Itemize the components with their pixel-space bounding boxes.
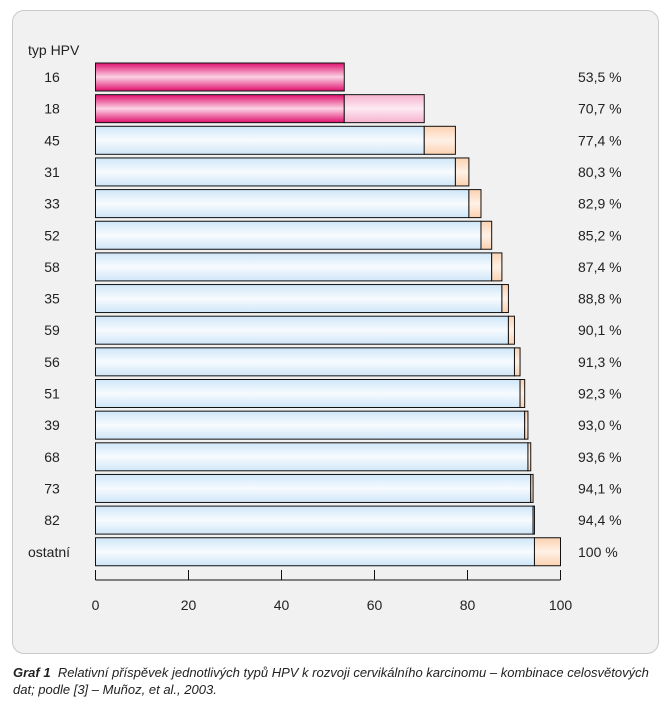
category-label: 18 [44,101,60,117]
x-tick-label: 0 [92,597,100,613]
bar-base-segment [95,347,515,377]
bar-base-segment [95,125,425,155]
category-label: 39 [44,417,60,433]
value-label: 90,1 % [578,322,622,338]
bar-base-segment [95,505,534,535]
value-label: 94,4 % [578,512,622,528]
bar-base-segment [95,157,456,187]
bar-base-segment [95,284,503,314]
bar-increment-segment [501,284,509,314]
bar-increment-segment [532,505,535,535]
category-label: 51 [44,386,60,402]
value-label: 91,3 % [578,354,622,370]
value-label: 93,0 % [578,417,622,433]
x-tick-label: 80 [460,597,476,613]
bar-base-segment [95,94,345,124]
bar-increment-segment [423,125,456,155]
bar-base-segment [95,62,345,92]
bar-base-segment [95,410,526,440]
category-header: typ HPV [28,42,80,58]
bar-increment-segment [524,410,529,440]
bar-base-segment [95,315,509,345]
bar-increment-segment [507,315,515,345]
value-label: 53,5 % [578,69,622,85]
category-label: 82 [44,512,60,528]
category-label: 56 [44,354,60,370]
bar-increment-segment [343,94,425,124]
bar-increment-segment [533,537,562,567]
x-axis: 0 20 40 60 80 100 [92,570,573,613]
value-label: 70,7 % [578,101,622,117]
x-tick-label: 40 [274,597,290,613]
bar-increment-segment [491,252,503,282]
category-label: 59 [44,322,60,338]
category-label: 58 [44,259,60,275]
bars-group: 16 53,5 % 18 70,7 % 45 77,4 % 31 80,3 % 33 82,9 %… [28,62,622,567]
category-label: 52 [44,227,60,243]
category-label: 35 [44,291,60,307]
x-tick-label: 100 [549,597,573,613]
value-label: 100 % [578,544,618,560]
figure-caption: Graf 1 Relativní příspěvek jednotlivých … [13,664,653,698]
caption-label: Graf 1 [13,665,51,680]
stacked-bar-chart: typ HPV 16 53,5 % 18 70,7 % 45 77,4 % 31 80,3 %… [28,42,622,613]
bar-base-segment [95,379,521,408]
bar-increment-segment [513,347,521,377]
caption-text: Relativní příspěvek jednotlivých typů HP… [13,665,649,697]
value-label: 87,4 % [578,259,622,275]
x-tick-label: 20 [181,597,197,613]
value-label: 94,1 % [578,480,622,496]
category-label: ostatní [28,544,70,560]
value-label: 88,8 % [578,291,622,307]
bar-increment-segment [468,189,482,219]
category-label: 31 [44,164,60,180]
bar-base-segment [95,537,535,567]
value-label: 85,2 % [578,227,622,243]
bar-increment-segment [530,473,534,503]
bar-increment-segment [454,157,470,187]
category-label: 68 [44,449,60,465]
value-label: 93,6 % [578,449,622,465]
category-label: 16 [44,69,60,85]
value-label: 77,4 % [578,132,622,148]
bar-base-segment [95,189,470,219]
bar-base-segment [95,473,532,503]
category-label: 73 [44,480,60,496]
bar-increment-segment [527,442,532,472]
bar-base-segment [95,442,529,472]
x-tick-label: 60 [367,597,383,613]
bar-base-segment [95,252,493,282]
bar-increment-segment [480,220,493,250]
value-label: 92,3 % [578,386,622,402]
bar-base-segment [95,220,482,250]
bar-increment-segment [519,379,526,408]
value-label: 80,3 % [578,164,622,180]
category-label: 45 [44,132,60,148]
value-label: 82,9 % [578,196,622,212]
category-label: 33 [44,196,60,212]
